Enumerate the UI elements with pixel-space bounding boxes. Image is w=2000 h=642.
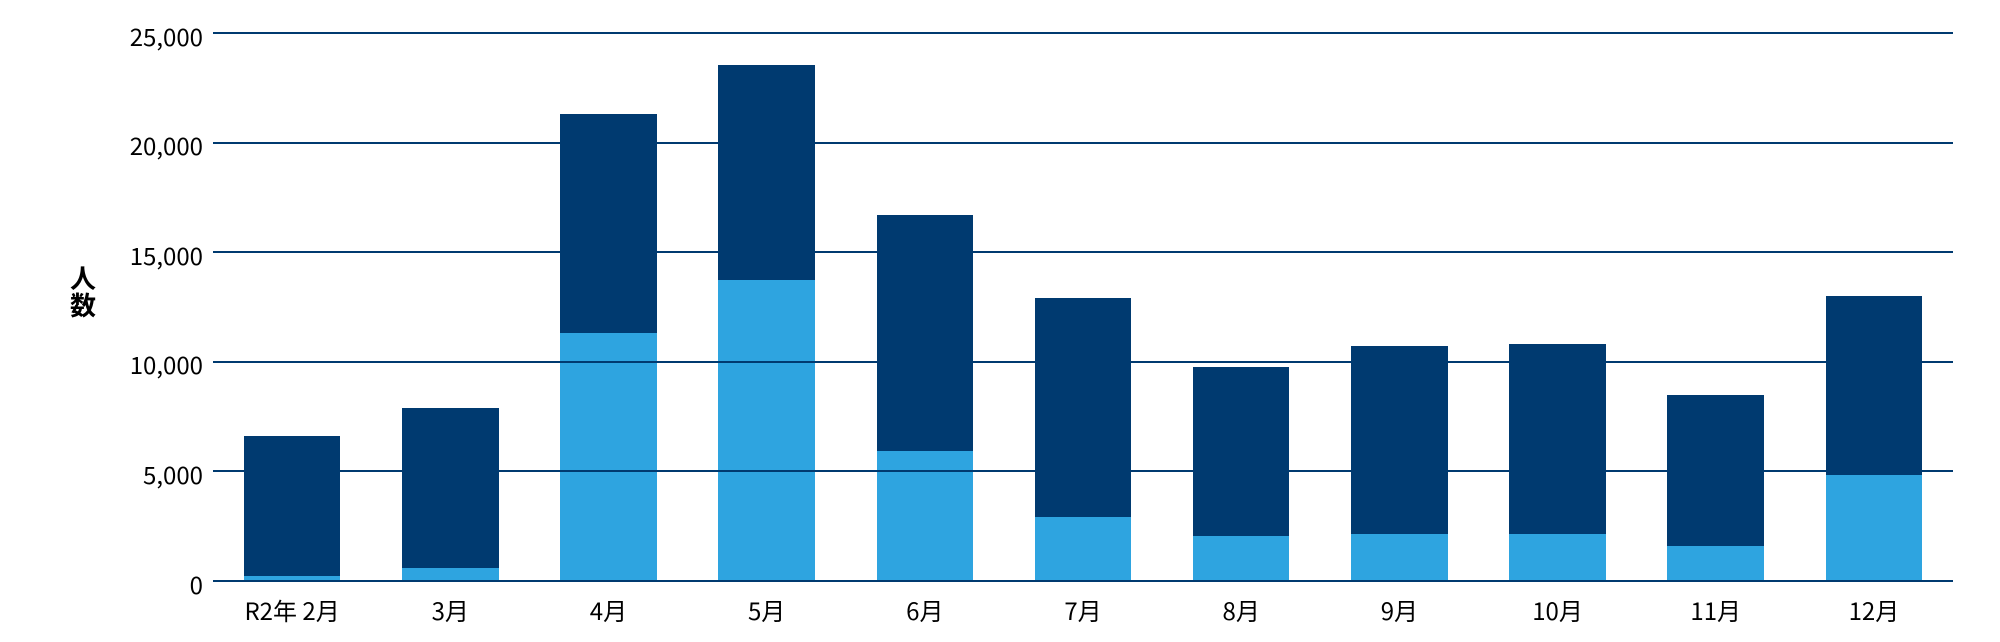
bar-segment-series-2 <box>560 114 656 333</box>
gridline <box>213 32 1953 34</box>
bar-segment-series-1 <box>1826 475 1922 580</box>
bar-segment-series-2 <box>1035 298 1131 517</box>
bar-segment-series-1 <box>1667 546 1763 580</box>
bar-segment-series-1 <box>1035 517 1131 580</box>
bar-segment-series-2 <box>1509 344 1605 534</box>
gridline <box>213 470 1953 472</box>
bar-segment-series-2 <box>244 436 340 577</box>
y-tick-label: 0 <box>63 566 203 601</box>
y-tick-label: 20,000 <box>63 127 203 162</box>
y-axis-title: 人 数 <box>70 264 96 319</box>
plot-area <box>213 32 1953 580</box>
bar-segment-series-2 <box>718 65 814 280</box>
stacked-bar-chart: 人 数 05,00010,00015,00020,00025,000 R2年 2… <box>0 0 2000 642</box>
bar-segment-series-1 <box>560 333 656 580</box>
bar-segment-series-2 <box>1826 296 1922 475</box>
bar-segment-series-1 <box>718 280 814 580</box>
bar-segment-series-2 <box>1351 346 1447 533</box>
y-tick-label: 5,000 <box>63 456 203 491</box>
bar-segment-series-2 <box>402 408 498 568</box>
gridline <box>213 142 1953 144</box>
y-tick-label: 25,000 <box>63 18 203 53</box>
bar-segment-series-1 <box>1193 536 1289 580</box>
bar-segment-series-1 <box>402 568 498 580</box>
bar-segment-series-1 <box>1509 534 1605 580</box>
gridline <box>213 361 1953 363</box>
gridline <box>213 580 1953 582</box>
bar-segment-series-2 <box>1193 367 1289 536</box>
gridline <box>213 251 1953 253</box>
y-tick-label: 15,000 <box>63 237 203 272</box>
bars-layer <box>213 32 1953 580</box>
bar-segment-series-1 <box>1351 534 1447 580</box>
y-tick-label: 10,000 <box>63 346 203 381</box>
x-tick-label: 12月 <box>1774 592 1974 627</box>
